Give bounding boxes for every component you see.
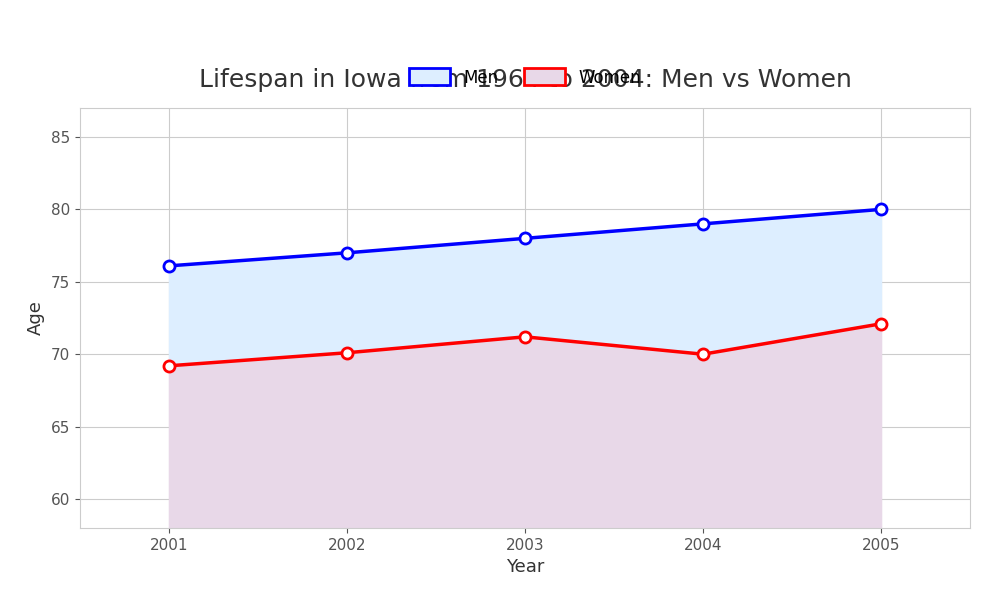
Women <box>341 349 353 356</box>
Men <box>519 235 531 242</box>
Men <box>163 262 175 269</box>
Women <box>697 350 709 358</box>
Men <box>341 249 353 256</box>
Line: Men: Men <box>163 204 887 271</box>
Men <box>875 206 887 213</box>
Legend: Men, Women: Men, Women <box>402 62 648 93</box>
Women <box>519 333 531 340</box>
Women <box>163 362 175 370</box>
Title: Lifespan in Iowa from 1964 to 2004: Men vs Women: Lifespan in Iowa from 1964 to 2004: Men … <box>199 68 851 92</box>
Line: Women: Women <box>163 318 887 371</box>
X-axis label: Year: Year <box>506 558 544 576</box>
Women <box>875 320 887 328</box>
Men <box>697 220 709 227</box>
Y-axis label: Age: Age <box>27 301 45 335</box>
